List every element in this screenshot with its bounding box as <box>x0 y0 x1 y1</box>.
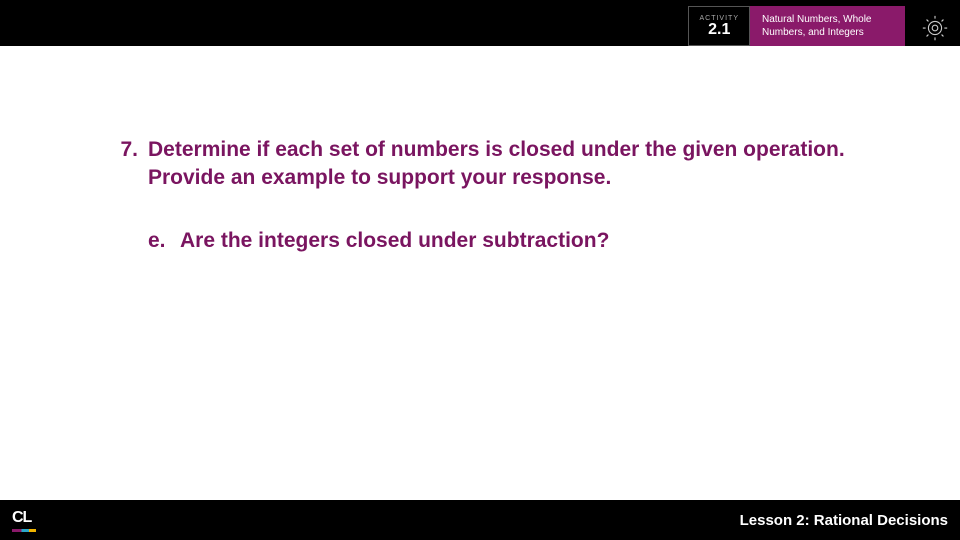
activity-number: 2.1 <box>699 22 739 38</box>
activity-title: Natural Numbers, Whole Numbers, and Inte… <box>750 6 905 46</box>
slide-root: ACTIVITY 2.1 Natural Numbers, Whole Numb… <box>0 0 960 540</box>
brand-logo: CL <box>12 509 31 531</box>
gear-icon <box>910 8 960 48</box>
main-content: 7. Determine if each set of numbers is c… <box>0 46 960 500</box>
top-bar: ACTIVITY 2.1 Natural Numbers, Whole Numb… <box>0 0 960 46</box>
bottom-bar: CL Lesson 2: Rational Decisions <box>0 500 960 540</box>
brand-logo-text: CL <box>12 509 31 526</box>
sub-question-letter: e. <box>148 227 170 255</box>
sub-question-text: Are the integers closed under subtractio… <box>180 227 609 255</box>
question-7: 7. Determine if each set of numbers is c… <box>110 136 880 193</box>
question-text: Determine if each set of numbers is clos… <box>148 136 880 193</box>
sub-question-e: e. Are the integers closed under subtrac… <box>148 227 880 255</box>
activity-badge: ACTIVITY 2.1 Natural Numbers, Whole Numb… <box>688 6 905 46</box>
activity-number-box: ACTIVITY 2.1 <box>688 6 750 46</box>
lesson-footer: Lesson 2: Rational Decisions <box>740 512 948 529</box>
brand-logo-underline <box>12 529 36 532</box>
question-number: 7. <box>110 136 138 193</box>
